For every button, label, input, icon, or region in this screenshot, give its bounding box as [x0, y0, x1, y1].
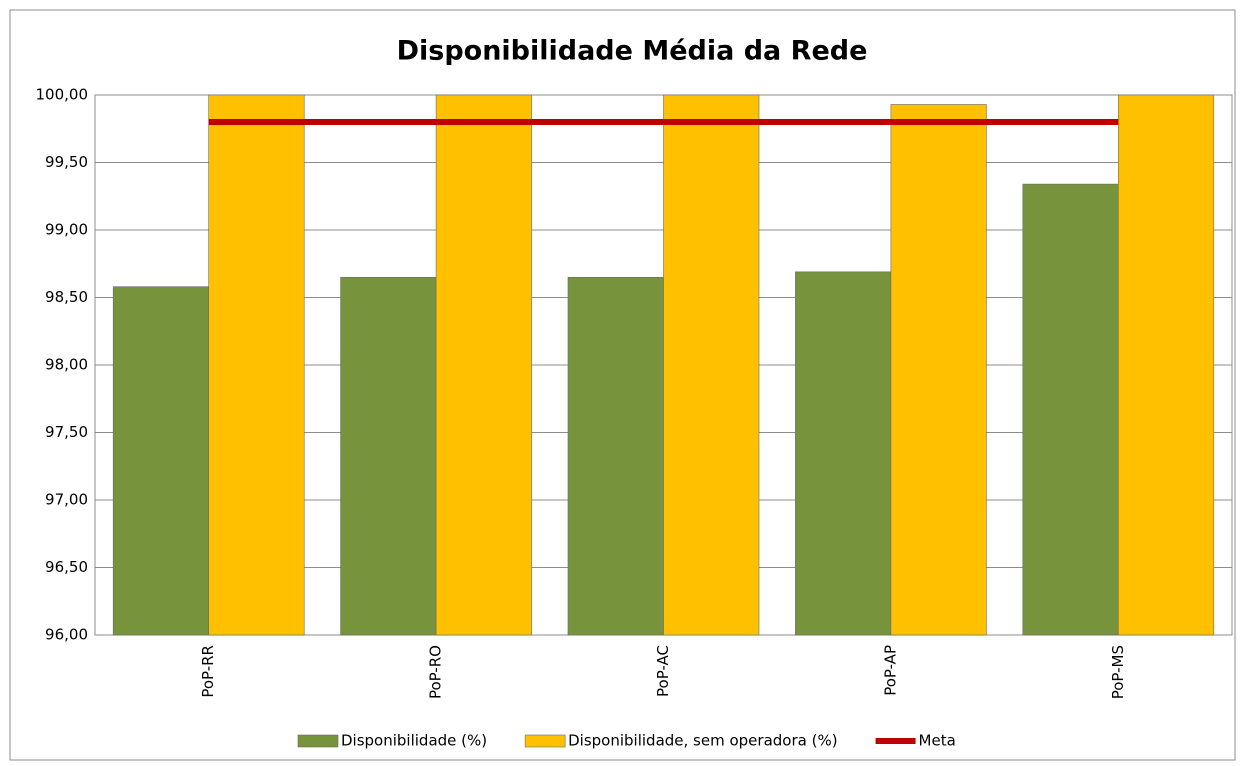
x-tick-label: PoP-RO: [427, 645, 445, 699]
y-tick-label: 97,50: [45, 423, 88, 441]
y-tick-label: 96,00: [45, 626, 88, 644]
chart-title: Disponibilidade Média da Rede: [397, 36, 868, 67]
bar: [567, 276, 664, 636]
legend-label: Meta: [919, 732, 956, 750]
x-tick-label: PoP-RR: [199, 645, 217, 698]
legend-swatch: [524, 734, 566, 748]
x-tick-label: PoP-AC: [654, 645, 672, 697]
bar: [112, 286, 210, 636]
y-tick-label: 97,00: [45, 491, 88, 509]
legend-label: Disponibilidade, sem operadora (%): [568, 732, 837, 750]
x-tick-label: PoP-AP: [881, 645, 899, 696]
bar: [890, 104, 987, 636]
bar: [663, 94, 760, 636]
bar: [795, 271, 892, 636]
y-tick-label: 99,00: [45, 221, 88, 239]
bar: [435, 94, 532, 636]
x-tick-label: PoP-MS: [1109, 645, 1127, 699]
bar: [340, 276, 437, 636]
y-tick-label: 96,50: [45, 558, 88, 576]
bar: [208, 94, 305, 636]
y-tick-label: 98,50: [45, 288, 88, 306]
legend-label: Disponibilidade (%): [341, 732, 487, 750]
legend-swatch: [297, 734, 339, 748]
y-tick-label: 99,50: [45, 153, 88, 171]
y-tick-label: 98,00: [45, 356, 88, 374]
bar: [1118, 94, 1215, 636]
bar: [1022, 183, 1119, 636]
y-tick-label: 100,00: [36, 86, 89, 104]
